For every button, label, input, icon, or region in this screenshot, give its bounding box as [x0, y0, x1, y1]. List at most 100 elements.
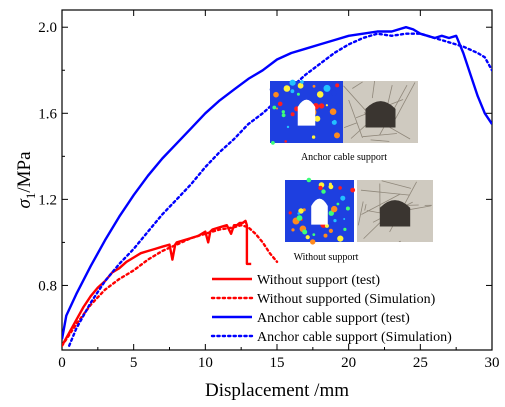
sim-speckle	[316, 91, 324, 98]
x-tick-label: 15	[270, 355, 285, 371]
sim-speckle	[330, 89, 338, 96]
sim-speckle	[311, 135, 316, 139]
sim-speckle	[302, 229, 308, 235]
sim-speckle	[288, 211, 292, 215]
sim-speckle	[336, 202, 340, 206]
sim-speckle	[312, 84, 316, 88]
sim-speckle	[284, 140, 288, 143]
sim-speckle	[331, 119, 337, 125]
inset-anchor-photo-pattern	[343, 80, 416, 142]
sim-speckle	[329, 108, 337, 115]
y-axis-title-subscript: 1	[23, 193, 38, 200]
sim-speckle	[310, 239, 316, 245]
x-axis-title: Displacement /mm	[205, 380, 349, 401]
sim-speckle	[300, 80, 304, 84]
sim-speckle	[289, 79, 296, 86]
sim-speckle	[325, 104, 328, 107]
sim-speckle	[318, 185, 323, 191]
tunnel-cavity	[365, 101, 396, 128]
sim-speckle	[333, 181, 339, 187]
legend-label: Anchor cable support (Simulation)	[257, 330, 452, 345]
sim-speckle	[276, 107, 278, 110]
y-axis-title-symbol: σ	[14, 199, 35, 209]
sim-speckle	[335, 83, 340, 88]
sim-speckle	[281, 110, 285, 114]
sim-speckle	[328, 228, 333, 233]
series-line-1	[62, 223, 279, 347]
sim-speckle	[323, 233, 328, 238]
sim-speckle	[291, 228, 295, 232]
sim-speckle	[271, 141, 275, 145]
sim-speckle	[337, 108, 344, 115]
sim-speckle	[321, 189, 326, 194]
rock-crack	[343, 85, 369, 114]
sim-speckle	[312, 233, 316, 237]
sim-speckle	[290, 89, 295, 94]
sim-speckle	[345, 206, 350, 211]
y-axis-title: σ1/MPa	[14, 151, 38, 209]
tunnel-opening	[297, 99, 316, 126]
inset-without-support: Without support	[285, 177, 433, 263]
rock-crack	[352, 81, 363, 89]
x-tick-label: 25	[413, 355, 428, 371]
sim-speckle	[333, 219, 337, 223]
sim-speckle	[311, 183, 319, 190]
y-axis-title-unit: /MPa	[14, 151, 35, 193]
sim-speckle	[343, 227, 347, 231]
y-tick-label: 1.6	[38, 106, 57, 122]
sim-speckle	[290, 112, 295, 117]
sim-speckle	[343, 218, 346, 220]
sim-speckle	[340, 195, 346, 201]
tunnel-opening	[311, 198, 328, 225]
series-line-0	[62, 219, 252, 347]
sim-speckle	[338, 186, 342, 190]
rock-crack	[371, 80, 375, 99]
x-tick-label: 20	[341, 355, 356, 371]
sim-speckle	[281, 113, 286, 118]
tunnel-cavity	[379, 200, 411, 227]
sim-speckle	[331, 205, 338, 213]
sim-speckle	[283, 85, 291, 92]
sim-speckle	[321, 97, 325, 102]
inset-anchor-sim-pattern	[269, 79, 344, 145]
sim-speckle	[296, 215, 303, 221]
inset-without-sim-pattern	[288, 177, 356, 245]
sim-speckle	[318, 103, 325, 109]
sim-speckle	[277, 101, 283, 107]
sim-speckle	[323, 84, 331, 92]
rock-crack	[362, 133, 397, 138]
legend: Without support (test) Without supported …	[210, 273, 452, 345]
x-tick-label: 5	[130, 355, 138, 371]
sim-speckle	[298, 208, 304, 214]
x-tick-label: 30	[485, 355, 500, 371]
rock-crack	[381, 180, 412, 189]
x-axis-ticks: 0 5 10 15 20 25 30	[58, 10, 500, 371]
rock-crack	[343, 122, 358, 128]
inset-without-photo-pattern	[357, 180, 432, 242]
x-tick-label: 10	[198, 355, 213, 371]
sim-speckle	[306, 177, 312, 183]
y-axis-ticks: 0.8 1.2 1.6 2.0	[38, 20, 492, 294]
y-tick-label: 1.2	[38, 192, 57, 208]
sim-speckle	[273, 91, 279, 98]
sim-speckle	[324, 223, 329, 228]
legend-label: Anchor cable support (test)	[257, 311, 410, 326]
series-line-2	[62, 26, 492, 340]
sim-speckle	[335, 103, 342, 110]
inset-anchor-caption: Anchor cable support	[301, 152, 387, 163]
inset-anchor-cable: Anchor cable support	[269, 79, 418, 163]
inset-without-caption: Without support	[294, 252, 359, 263]
sim-speckle	[296, 92, 300, 96]
y-tick-label: 2.0	[38, 20, 57, 36]
sim-speckle	[328, 184, 334, 190]
sim-speckle	[337, 235, 344, 242]
rock-crack	[361, 193, 401, 215]
y-tick-label: 0.8	[38, 278, 57, 294]
legend-label: Without supported (Simulation)	[257, 292, 436, 307]
rock-crack	[348, 99, 363, 139]
sim-speckle	[286, 125, 290, 129]
sim-speckle	[297, 82, 304, 89]
rock-crack	[360, 189, 410, 196]
sim-speckle	[269, 87, 273, 92]
